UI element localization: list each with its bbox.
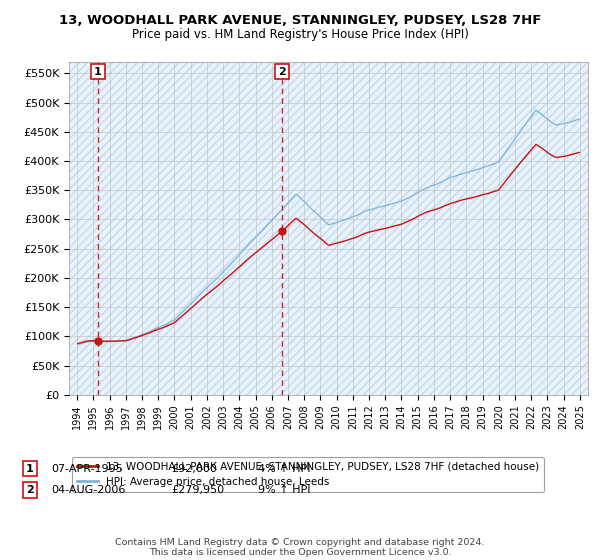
Text: 04-AUG-2006: 04-AUG-2006 [51, 485, 125, 495]
Text: 2: 2 [26, 485, 34, 495]
Text: 9% ↑ HPI: 9% ↑ HPI [258, 485, 311, 495]
Legend: 13, WOODHALL PARK AVENUE, STANNINGLEY, PUDSEY, LS28 7HF (detached house), HPI: A: 13, WOODHALL PARK AVENUE, STANNINGLEY, P… [71, 456, 544, 492]
Text: Price paid vs. HM Land Registry's House Price Index (HPI): Price paid vs. HM Land Registry's House … [131, 28, 469, 41]
Text: £279,950: £279,950 [171, 485, 224, 495]
Text: 13, WOODHALL PARK AVENUE, STANNINGLEY, PUDSEY, LS28 7HF: 13, WOODHALL PARK AVENUE, STANNINGLEY, P… [59, 14, 541, 27]
Text: 4% ↑ HPI: 4% ↑ HPI [258, 464, 311, 474]
Text: 1: 1 [26, 464, 34, 474]
Text: 1: 1 [94, 67, 102, 77]
Text: £92,000: £92,000 [171, 464, 217, 474]
Text: 07-APR-1995: 07-APR-1995 [51, 464, 123, 474]
Text: Contains HM Land Registry data © Crown copyright and database right 2024.
This d: Contains HM Land Registry data © Crown c… [115, 538, 485, 557]
Text: 2: 2 [278, 67, 286, 77]
